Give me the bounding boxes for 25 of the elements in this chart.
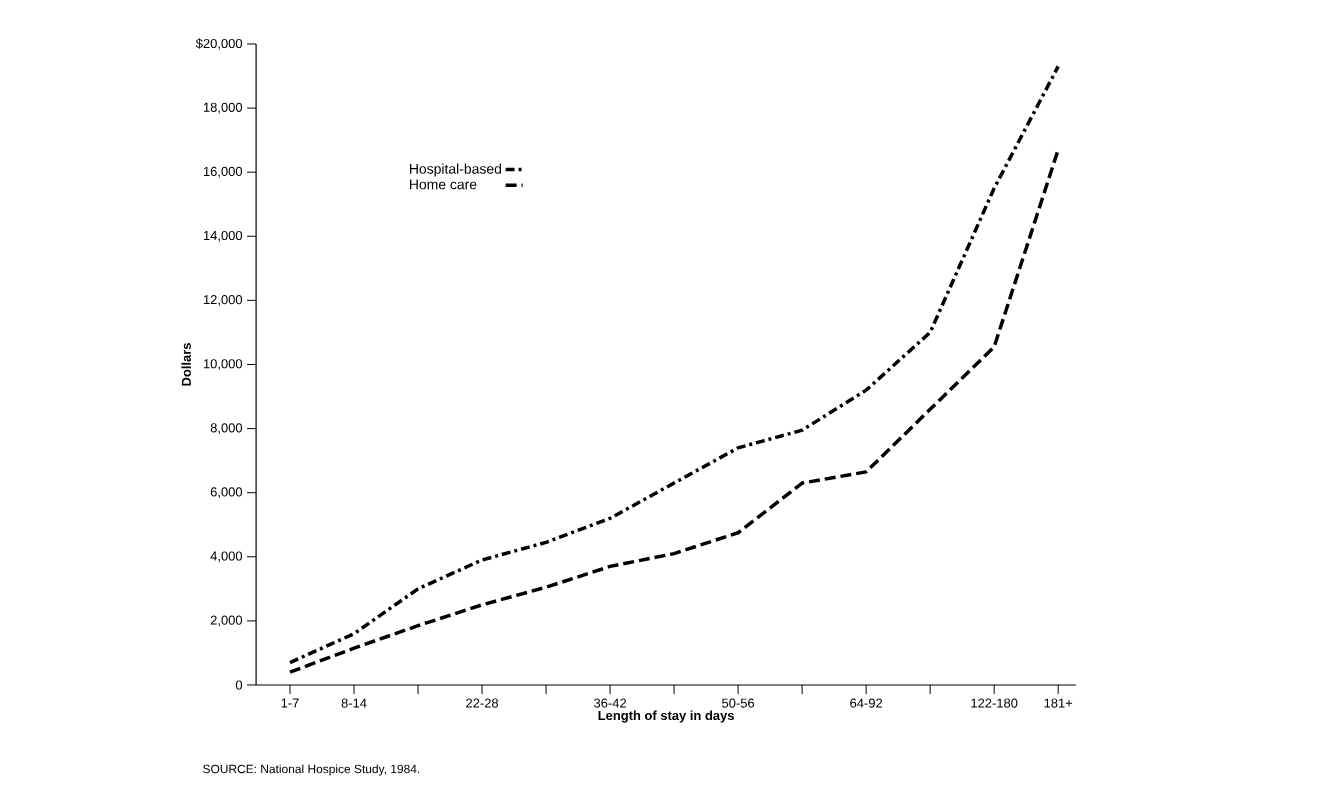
- y-tick-label: 18,000: [203, 102, 243, 114]
- source-note: SOURCE: National Hospice Study, 1984.: [203, 764, 420, 776]
- y-tick-label: 10,000: [203, 359, 243, 370]
- legend-label: Hospital-based: [410, 163, 501, 177]
- x-tick-label: 36-42: [594, 698, 626, 708]
- legend-label: Home care: [410, 179, 477, 190]
- y-tick-label: 4,000: [210, 551, 243, 563]
- x-tick-label: 122-180: [971, 698, 1018, 708]
- y-tick-label: 8,000: [210, 423, 243, 434]
- x-tick-label: 181+: [1044, 698, 1073, 708]
- y-tick-label: $20,000: [195, 38, 243, 50]
- y-tick-label: 2,000: [210, 615, 243, 627]
- line-series: [288, 64, 1060, 665]
- x-tick-label: 64-92: [850, 698, 883, 708]
- y-tick-label: 0: [235, 680, 243, 690]
- x-tick-label: 50-56: [722, 698, 755, 708]
- y-tick-label: 6,000: [210, 487, 243, 499]
- y-axis-title: Dollars: [181, 343, 191, 386]
- x-tick-label: 1-7: [281, 698, 299, 708]
- y-tick-label: 14,000: [203, 230, 243, 242]
- x-tick-label: 8-14: [341, 698, 367, 708]
- x-axis-title: Length of stay in days: [598, 710, 734, 723]
- x-tick-label: 22-28: [466, 698, 499, 708]
- y-tick-label: 12,000: [203, 295, 243, 306]
- y-tick-label: 16,000: [203, 166, 243, 178]
